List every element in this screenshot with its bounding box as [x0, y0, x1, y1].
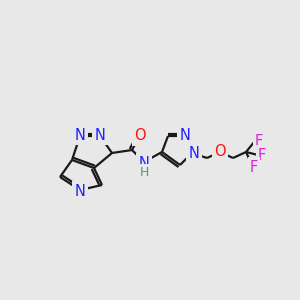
- Text: O: O: [214, 143, 226, 158]
- Text: N: N: [75, 128, 86, 142]
- Text: H: H: [139, 166, 149, 178]
- Text: F: F: [255, 134, 263, 148]
- Text: F: F: [250, 160, 258, 175]
- Text: N: N: [189, 146, 200, 161]
- Text: N: N: [139, 155, 149, 170]
- Text: N: N: [75, 184, 86, 199]
- Text: F: F: [258, 148, 266, 163]
- Text: O: O: [134, 128, 146, 143]
- Text: N: N: [94, 128, 105, 142]
- Text: N: N: [180, 128, 190, 142]
